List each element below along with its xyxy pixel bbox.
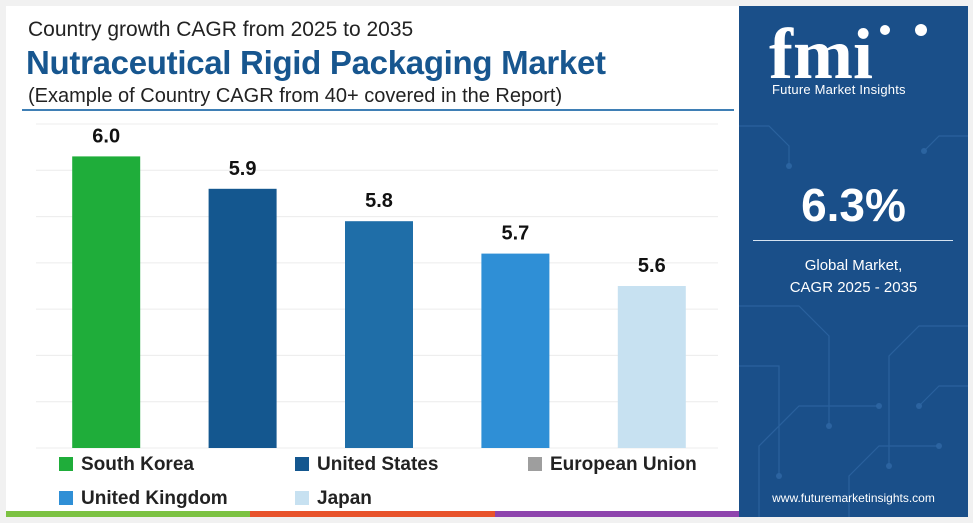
website-link[interactable]: www.futuremarketinsights.com <box>772 491 935 505</box>
legend-item-south-korea: South Korea <box>59 453 194 477</box>
global-cagr-label: Global Market, CAGR 2025 - 2035 <box>739 255 968 299</box>
infographic-card: Country growth CAGR from 2025 to 2035 Nu… <box>6 6 968 517</box>
legend-item-european-union: European Union <box>528 453 697 477</box>
legend-item-united-kingdom: United Kingdom <box>59 487 228 511</box>
circuit-pattern-decoration <box>739 125 968 517</box>
bar-value-label: 6.0 <box>92 125 120 147</box>
legend-label: United Kingdom <box>81 488 228 509</box>
bar-japan <box>617 286 686 448</box>
bar-european-union <box>345 221 413 448</box>
chart-title: Nutraceutical Rigid Packaging Market <box>26 44 606 81</box>
legend-item-japan: Japan <box>295 487 372 511</box>
bottom-color-strip <box>6 511 739 517</box>
legend-item-united-states: United States <box>295 453 438 477</box>
fmi-logo: fmi <box>769 16 927 86</box>
bar-south-korea <box>72 156 141 448</box>
global-cagr-label-line2: CAGR 2025 - 2035 <box>789 279 918 296</box>
legend-swatch <box>59 457 73 471</box>
legend-swatch <box>295 457 309 471</box>
legend-swatch <box>528 457 542 471</box>
global-cagr-value: 6.3% <box>801 179 906 231</box>
legend-label: Japan <box>317 488 372 509</box>
highlight-panel: fmi Future Market Insights 6.3% Global M… <box>739 6 968 517</box>
chart-note: (Example of Country CAGR from 40+ covere… <box>28 85 563 107</box>
legend-swatch <box>295 491 309 505</box>
bar-united-states <box>208 188 277 449</box>
chart-subtitle: Country growth CAGR from 2025 to 2035 <box>28 18 414 41</box>
bar-value-label: 5.9 <box>229 158 257 180</box>
bar-value-label: 5.7 <box>501 223 529 245</box>
logo-subtitle: Future Market Insights <box>772 82 906 97</box>
logo-lettering: fmi <box>769 16 873 86</box>
bar-united-kingdom <box>481 253 550 448</box>
legend-label: South Korea <box>81 454 194 475</box>
legend-label: European Union <box>550 454 697 475</box>
bar-chart: 6.0 5.9 5.8 5.7 5.6 <box>36 123 718 449</box>
value-divider <box>753 240 953 241</box>
global-cagr-label-line1: Global Market, <box>804 257 903 274</box>
legend-label: United States <box>317 454 439 475</box>
title-divider <box>22 109 734 111</box>
bar-value-label: 5.6 <box>638 255 666 277</box>
bar-value-label: 5.8 <box>365 190 393 212</box>
legend-swatch <box>59 491 73 505</box>
